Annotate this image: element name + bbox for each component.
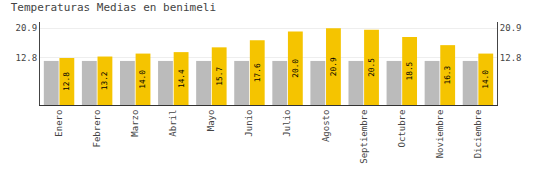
svg-text:18.5: 18.5 [405,61,414,80]
svg-text:Agosto: Agosto [321,110,331,143]
svg-text:15.7: 15.7 [215,67,224,86]
svg-text:16.3: 16.3 [443,65,452,84]
svg-text:14.4: 14.4 [177,69,186,88]
svg-text:Diciembre: Diciembre [473,110,483,159]
svg-text:Julio: Julio [282,110,292,137]
svg-text:20.9: 20.9 [16,23,38,33]
svg-text:20.9: 20.9 [329,57,338,76]
svg-text:Enero: Enero [54,110,64,137]
svg-text:12.8: 12.8 [16,53,38,63]
svg-text:Abril: Abril [168,110,178,137]
svg-text:12.8: 12.8 [500,53,522,63]
svg-text:Junio: Junio [244,110,254,137]
svg-text:20.5: 20.5 [367,58,376,77]
svg-text:Febrero: Febrero [92,110,102,148]
svg-text:Septiembre: Septiembre [359,110,369,164]
svg-text:14.0: 14.0 [138,70,147,89]
svg-text:12.8: 12.8 [62,72,71,91]
svg-text:Noviembre: Noviembre [435,110,445,159]
svg-text:13.2: 13.2 [100,71,109,90]
svg-text:17.6: 17.6 [253,63,262,82]
svg-text:20.9: 20.9 [500,23,522,33]
svg-text:Marzo: Marzo [130,110,140,137]
svg-text:14.0: 14.0 [481,70,490,89]
svg-text:Temperaturas Medias en benimel: Temperaturas Medias en benimeli [11,1,216,14]
svg-text:20.0: 20.0 [291,59,300,78]
svg-text:Mayo: Mayo [206,110,216,132]
svg-text:Octubre: Octubre [397,110,407,148]
